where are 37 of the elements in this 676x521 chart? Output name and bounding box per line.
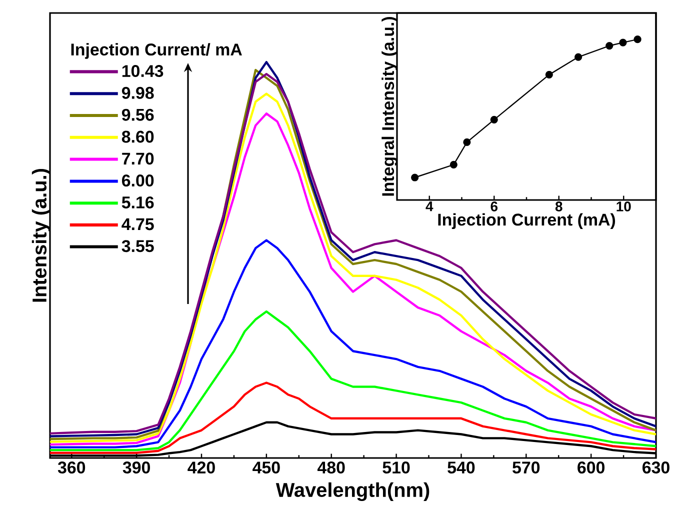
legend-title: Injection Current/ mA	[71, 43, 242, 59]
x-tick-label: 630	[642, 462, 670, 474]
point	[619, 38, 627, 46]
legend-label: 6.00	[122, 174, 154, 187]
point	[545, 70, 553, 78]
x-tick-label: 6	[490, 202, 498, 212]
point	[490, 116, 498, 124]
x-tick-label: 390	[122, 462, 150, 474]
point	[574, 53, 582, 61]
x-tick-label: 450	[252, 462, 280, 474]
x-tick-label: 570	[512, 462, 540, 474]
point	[634, 36, 642, 44]
x-axis-title: Wavelength(nm)	[276, 482, 430, 502]
point	[450, 160, 458, 168]
x-tick-label: 4	[426, 202, 434, 212]
legend-label: 8.60	[122, 130, 154, 143]
x-tick-label: 600	[578, 462, 604, 474]
y-axis-title: Integral Intensity (a.u.)	[382, 17, 398, 196]
point	[463, 138, 471, 146]
legend-label: 9.56	[122, 108, 154, 121]
legend-label: 10.43	[122, 65, 164, 78]
point	[411, 174, 419, 182]
legend-label: 5.16	[122, 196, 154, 208]
x-axis-title: Injection Current (mA)	[438, 213, 616, 230]
point	[606, 42, 614, 50]
x-tick-label: 540	[448, 462, 475, 474]
x-tick-label: 420	[188, 462, 215, 474]
x-tick-label: 510	[382, 462, 410, 474]
x-tick-label: 480	[317, 462, 345, 474]
x-tick-label: 8	[555, 202, 562, 212]
x-tick-label: 360	[58, 462, 86, 474]
legend-label: 9.98	[122, 86, 154, 99]
legend-label: 4.75	[122, 218, 154, 230]
legend-label: 7.70	[122, 152, 154, 165]
legend-label: 3.55	[122, 240, 154, 252]
y-axis-title: Intensity (a.u.)	[32, 168, 50, 302]
x-tick-label: 10	[616, 202, 631, 212]
